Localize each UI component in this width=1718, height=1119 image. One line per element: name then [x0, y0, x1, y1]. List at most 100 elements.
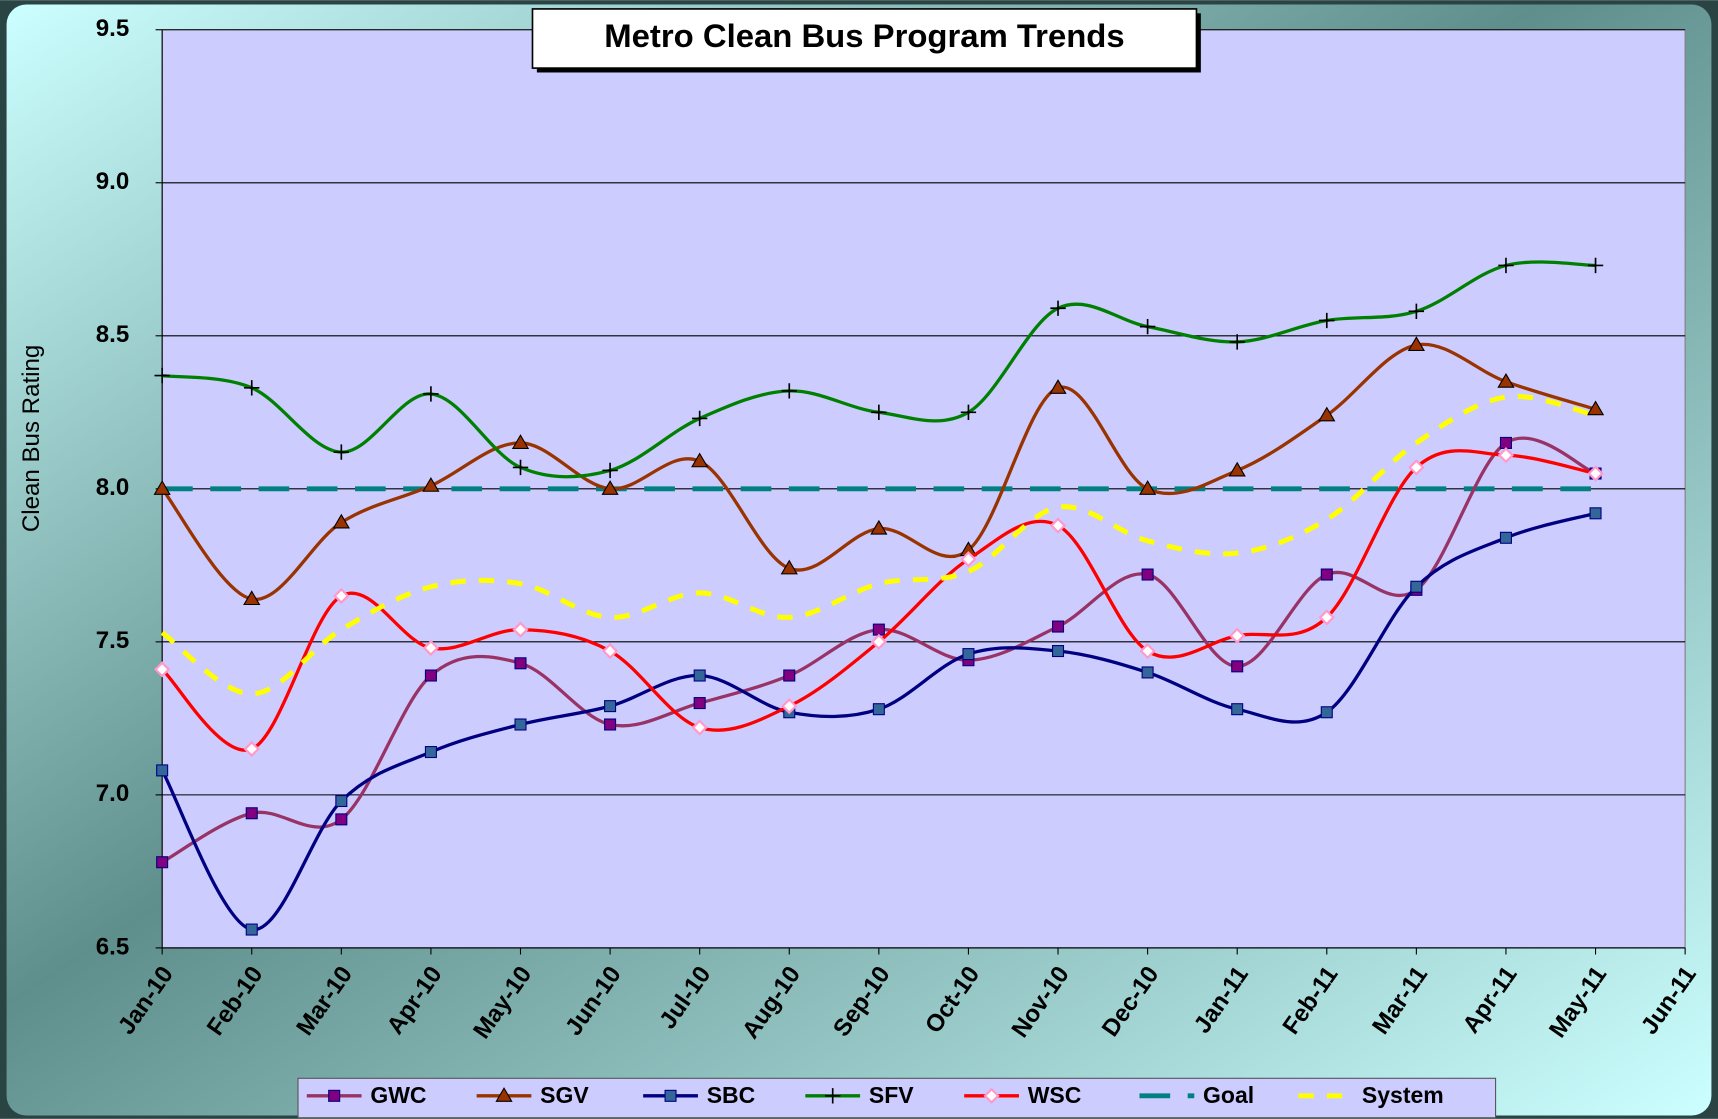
- chart-title: Metro Clean Bus Program Trends: [604, 17, 1124, 54]
- marker: [601, 642, 619, 660]
- marker: [1320, 568, 1333, 581]
- marker: [960, 404, 977, 420]
- legend-items: GWC SGV SBC SFV WSC Goal System: [306, 1082, 1444, 1108]
- marker: [154, 367, 170, 384]
- marker: [664, 1089, 677, 1102]
- marker: [512, 621, 529, 638]
- marker: [422, 639, 440, 657]
- marker: [781, 698, 798, 715]
- marker: [781, 383, 797, 399]
- marker: [1586, 400, 1605, 416]
- y-tick-label: 8.5: [96, 321, 130, 348]
- series-lines: [153, 257, 1605, 936]
- marker: [1049, 517, 1067, 534]
- legend-label: GWC: [370, 1082, 426, 1108]
- y-tick-label: 8.0: [96, 474, 130, 501]
- marker: [693, 669, 706, 682]
- marker: [1499, 531, 1512, 544]
- marker: [1498, 257, 1514, 274]
- y-tick-label: 7.0: [96, 780, 130, 807]
- marker: [243, 590, 261, 606]
- y-tick-label: 6.5: [96, 933, 130, 960]
- marker: [1050, 300, 1066, 316]
- line: [160, 393, 1597, 697]
- marker: [333, 444, 350, 460]
- marker: [333, 587, 350, 605]
- legend-label: WSC: [1028, 1082, 1082, 1108]
- title-box: [531, 8, 1198, 69]
- y-tick-label: 9.5: [96, 15, 130, 42]
- marker: [1587, 465, 1604, 482]
- marker: [495, 1087, 513, 1102]
- y-axis-label: Clean Bus Rating: [18, 345, 45, 533]
- line: [161, 436, 1597, 864]
- line: [160, 511, 1596, 932]
- marker: [780, 559, 798, 575]
- marker: [154, 661, 171, 678]
- legend-label: SFV: [869, 1082, 914, 1108]
- marker: [870, 633, 887, 650]
- marker: [783, 669, 796, 682]
- marker: [1229, 627, 1246, 644]
- marker: [825, 1088, 841, 1104]
- marker: [514, 657, 527, 670]
- marker: [601, 480, 619, 495]
- marker: [424, 669, 437, 682]
- marker: [1407, 336, 1425, 352]
- marker: [604, 718, 617, 731]
- marker: [156, 764, 169, 777]
- marker: [1049, 379, 1067, 394]
- marker: [871, 404, 887, 420]
- marker: [424, 746, 437, 759]
- y-tick-label: 7.5: [96, 627, 130, 654]
- marker: [1497, 447, 1515, 464]
- marker: [1319, 312, 1335, 329]
- marker: [511, 434, 530, 449]
- series-sbc: [156, 507, 1602, 936]
- marker: [153, 480, 171, 495]
- marker: [960, 551, 977, 568]
- legend: [297, 1077, 1497, 1119]
- marker: [872, 703, 885, 716]
- marker: [870, 519, 888, 535]
- marker: [1051, 620, 1065, 633]
- marker: [1138, 480, 1157, 495]
- marker: [1228, 461, 1246, 477]
- marker: [514, 718, 527, 731]
- marker: [1318, 406, 1336, 422]
- marker: [1231, 703, 1244, 716]
- marker: [1410, 580, 1423, 593]
- marker: [1141, 568, 1154, 581]
- marker: [156, 856, 169, 869]
- marker: [1139, 642, 1156, 660]
- marker: [1231, 660, 1244, 673]
- marker: [872, 623, 885, 636]
- marker: [1408, 459, 1425, 476]
- marker: [423, 386, 439, 402]
- legend-label: Goal: [1203, 1082, 1254, 1108]
- marker: [328, 1089, 341, 1102]
- marker: [243, 740, 260, 758]
- series-sgv: [153, 336, 1605, 606]
- legend-label: System: [1362, 1082, 1444, 1108]
- marker: [1320, 706, 1333, 719]
- series-sfv: [154, 257, 1604, 479]
- marker: [332, 513, 350, 529]
- legend-label: SGV: [540, 1082, 589, 1108]
- marker: [693, 697, 706, 710]
- marker: [983, 1087, 1000, 1104]
- marker: [1589, 507, 1602, 520]
- marker: [1229, 334, 1245, 350]
- marker: [692, 410, 708, 427]
- y-tick-label: 9.0: [96, 168, 130, 195]
- marker: [691, 719, 708, 736]
- marker: [1497, 372, 1515, 388]
- marker: [512, 459, 529, 476]
- marker: [422, 477, 440, 492]
- marker: [1499, 436, 1512, 449]
- marker: [335, 813, 348, 826]
- marker: [604, 700, 617, 713]
- marker: [1139, 318, 1156, 335]
